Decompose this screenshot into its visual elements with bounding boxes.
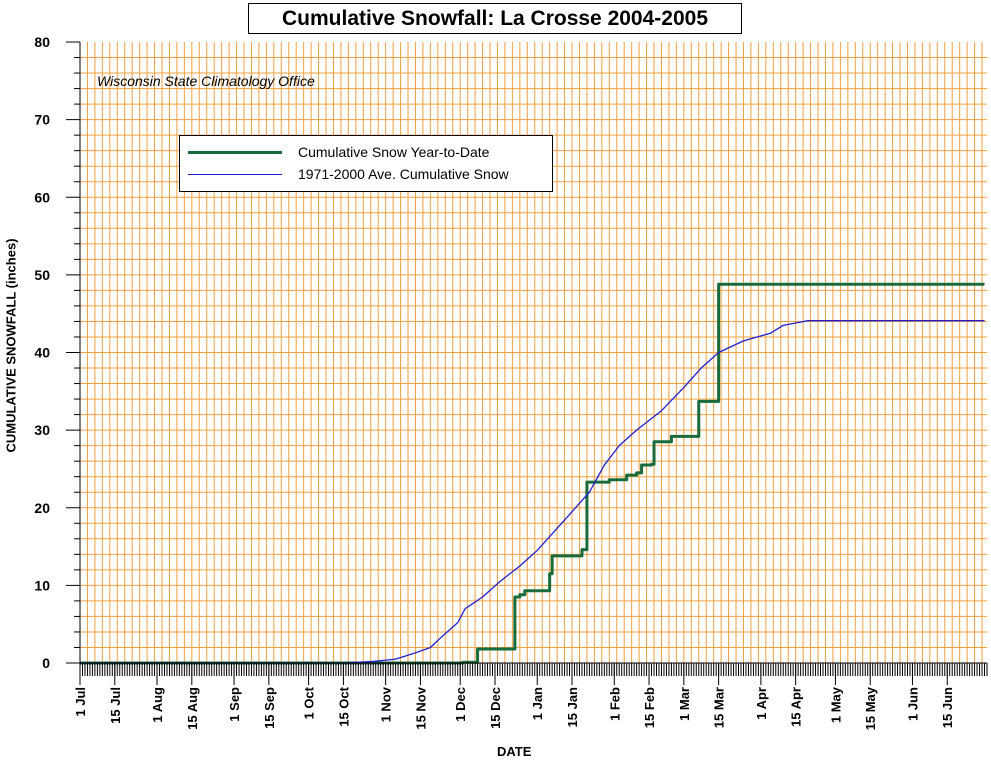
y-tick-label: 20 bbox=[34, 500, 50, 516]
legend: Cumulative Snow Year-to-Date 1971-2000 A… bbox=[179, 135, 553, 192]
y-tick-label: 0 bbox=[42, 655, 50, 671]
x-tick-label: 15 Jan bbox=[565, 687, 580, 728]
x-tick-label: 1 Apr bbox=[754, 687, 769, 720]
x-tick-label: 15 May bbox=[863, 686, 878, 730]
x-tick-label: 15 Apr bbox=[789, 687, 804, 727]
x-tick-label: 15 Feb bbox=[642, 687, 657, 728]
x-tick-label: 15 Aug bbox=[185, 687, 200, 730]
y-axis-label: CUMULATIVE SNOWFALL (inches) bbox=[3, 238, 19, 453]
x-tick-label: 1 Mar bbox=[677, 687, 692, 721]
chart-title: Cumulative Snowfall: La Crosse 2004-2005 bbox=[248, 3, 742, 34]
grid bbox=[80, 42, 987, 663]
x-tick-label: 15 Sep bbox=[262, 687, 277, 729]
y-tick-label: 10 bbox=[34, 577, 50, 593]
x-tick-label: 1 May bbox=[828, 686, 843, 723]
y-tick-label: 80 bbox=[34, 34, 50, 50]
x-tick-label: 1 Dec bbox=[453, 687, 468, 722]
series-layer bbox=[80, 282, 985, 665]
y-tick-label: 60 bbox=[34, 189, 50, 205]
legend-entry-average: 1971-2000 Ave. Cumulative Snow bbox=[180, 164, 509, 184]
legend-label-ytd: Cumulative Snow Year-to-Date bbox=[298, 144, 490, 160]
x-tick-label: 1 Oct bbox=[302, 686, 317, 719]
series-line-ytd bbox=[80, 282, 985, 665]
legend-entry-ytd: Cumulative Snow Year-to-Date bbox=[180, 142, 489, 162]
x-tick-label: 1 Jun bbox=[905, 687, 920, 721]
legend-swatch-average bbox=[188, 173, 282, 175]
x-tick-label: 1 Jan bbox=[530, 687, 545, 720]
x-axis-label: DATE bbox=[497, 744, 532, 759]
y-tick-label: 40 bbox=[34, 345, 50, 361]
x-tick-label: 15 Nov bbox=[413, 686, 428, 729]
series-line-average bbox=[80, 320, 985, 664]
x-tick-label: 1 Sep bbox=[227, 687, 242, 722]
x-tick-label: 15 Jun bbox=[940, 687, 955, 728]
x-tick-label: 15 Mar bbox=[712, 687, 727, 728]
x-tick-label: 15 Oct bbox=[336, 686, 351, 726]
x-tick-label: 15 Jul bbox=[108, 687, 123, 724]
y-tick-label: 50 bbox=[34, 267, 50, 283]
x-tick-label: 1 Feb bbox=[607, 687, 622, 721]
y-tick-label: 30 bbox=[34, 422, 50, 438]
x-tick-label: 1 Nov bbox=[379, 686, 394, 722]
legend-swatch-ytd bbox=[188, 150, 282, 154]
legend-label-average: 1971-2000 Ave. Cumulative Snow bbox=[298, 166, 509, 182]
x-tick-label: 15 Dec bbox=[488, 687, 503, 729]
x-tick-label: 1 Aug bbox=[150, 687, 165, 723]
x-tick-label: 1 Jul bbox=[73, 687, 88, 717]
axes: 0 10 20 30 40 50 60 70 80 1 Jul 15 Jul 1 Aug 15 Aug 1… bbox=[34, 34, 988, 730]
source-annotation: Wisconsin State Climatology Office bbox=[97, 73, 315, 89]
y-tick-label: 70 bbox=[34, 112, 50, 128]
